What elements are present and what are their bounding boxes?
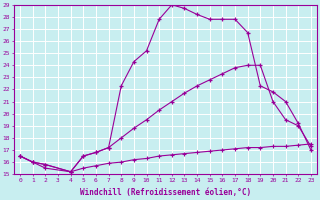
X-axis label: Windchill (Refroidissement éolien,°C): Windchill (Refroidissement éolien,°C) <box>80 188 251 197</box>
